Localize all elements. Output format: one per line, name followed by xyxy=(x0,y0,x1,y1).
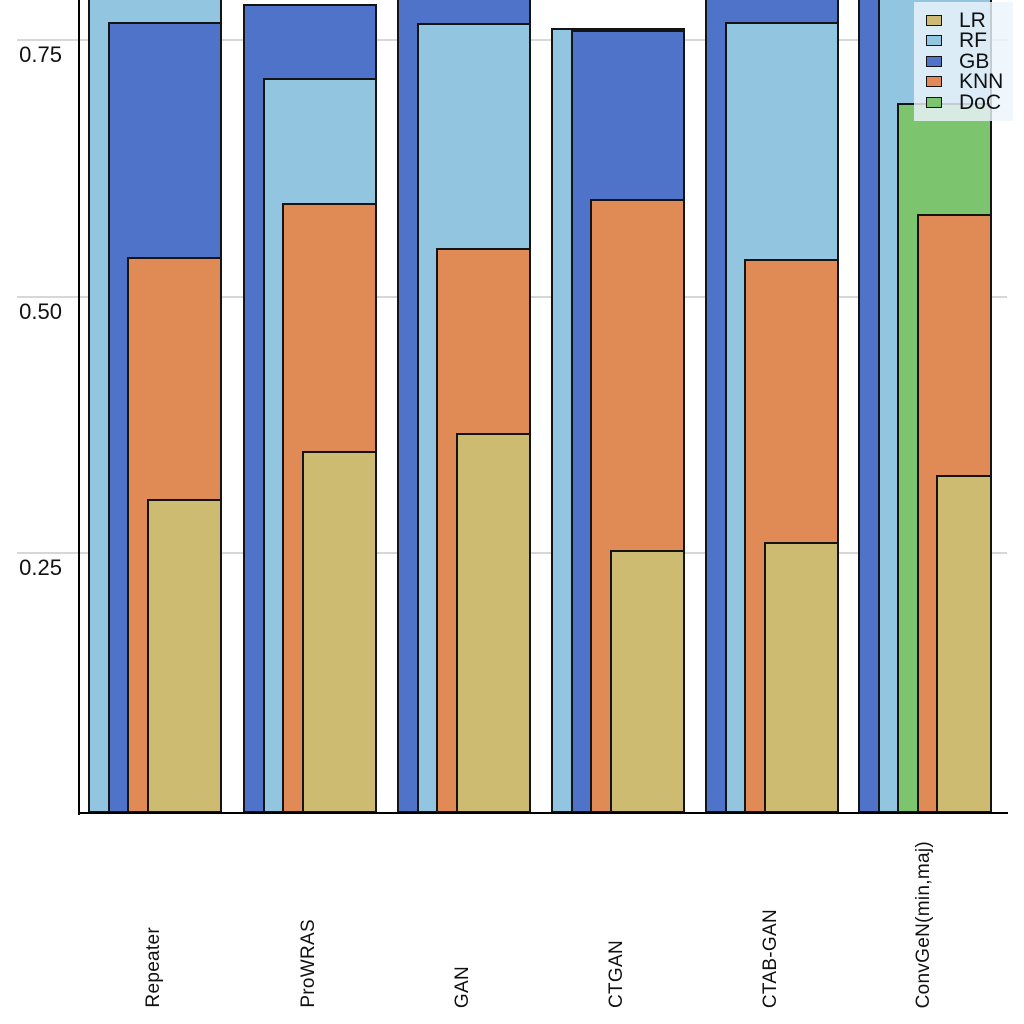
bar-ConvGeN(min,maj)-LR xyxy=(936,475,992,813)
bar-CTGAN-LR xyxy=(609,550,685,813)
bar-ProWRAS-LR xyxy=(301,450,377,813)
legend-swatch-icon xyxy=(926,14,942,26)
x-axis-label: GAN xyxy=(452,965,473,1008)
legend-item-RF: RF xyxy=(926,29,1003,53)
legend-item-KNN: KNN xyxy=(926,70,1004,94)
legend-swatch-icon xyxy=(926,55,942,67)
legend-swatch-icon xyxy=(926,35,942,47)
x-axis-line xyxy=(78,812,1008,814)
x-axis-label: ConvGeN(min,maj) xyxy=(913,840,934,1008)
bar-GAN-LR xyxy=(455,433,531,813)
y-tick-label: 0.25 xyxy=(19,555,62,581)
bar-Repeater-LR xyxy=(146,498,222,813)
legend-label: LR xyxy=(959,8,986,32)
legend-label: DoC xyxy=(959,90,1002,114)
legend-item-DoC: DoC xyxy=(926,92,1003,113)
x-axis-label: Repeater xyxy=(143,927,164,1008)
bar-CTAB-GAN-LR xyxy=(763,542,839,813)
legend-label: RF xyxy=(959,29,987,53)
x-axis-label: ProWRAS xyxy=(298,919,319,1008)
x-axis-label: CTGAN xyxy=(606,940,627,1008)
legend-label: GB xyxy=(959,49,990,73)
x-axis-label: CTAB-GAN xyxy=(760,908,781,1008)
y-axis-line xyxy=(78,0,80,815)
legend-item-GB: GB xyxy=(926,51,1003,72)
y-tick-label: 0.50 xyxy=(19,298,62,324)
y-tick-label: 0.75 xyxy=(19,41,62,67)
legend-swatch-icon xyxy=(926,76,942,88)
legend-label: KNN xyxy=(959,70,1004,94)
legend-swatch-icon xyxy=(926,96,942,108)
legend-item-LR: LR xyxy=(926,10,1003,31)
legend: LR RF GB KNN DoC xyxy=(914,2,1014,121)
